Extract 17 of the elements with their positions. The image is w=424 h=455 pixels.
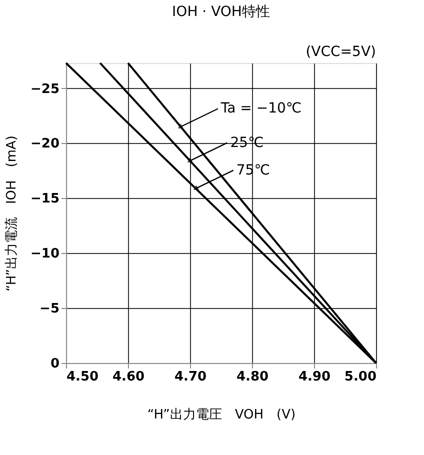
x-tick-label: 4.60: [112, 370, 145, 384]
y-tick-label: −5: [40, 302, 60, 317]
x-tick-label: 5.00: [344, 370, 376, 384]
y-tick-label: −20: [30, 136, 60, 152]
x-tick-label: 4.50: [66, 370, 99, 384]
x-tick-label: 4.90: [298, 370, 331, 384]
chart-title: IOH · VOH特性: [172, 4, 270, 20]
y-tick-label: −15: [30, 192, 60, 207]
chart-subtitle: (VCC=5V): [306, 44, 376, 60]
x-axis-title: “H”出力電圧 VOH (V): [147, 408, 296, 422]
y-tick-label: 0: [50, 356, 60, 372]
y-axis-title: “H”出力電流 IOH (mA): [4, 136, 20, 292]
x-tick-label: 4.70: [174, 370, 207, 384]
x-tick-label: 4.80: [236, 370, 269, 384]
annotation: Ta = −10℃: [220, 100, 302, 117]
y-tick-label: −25: [30, 82, 60, 97]
y-tick-label: −10: [30, 246, 60, 262]
